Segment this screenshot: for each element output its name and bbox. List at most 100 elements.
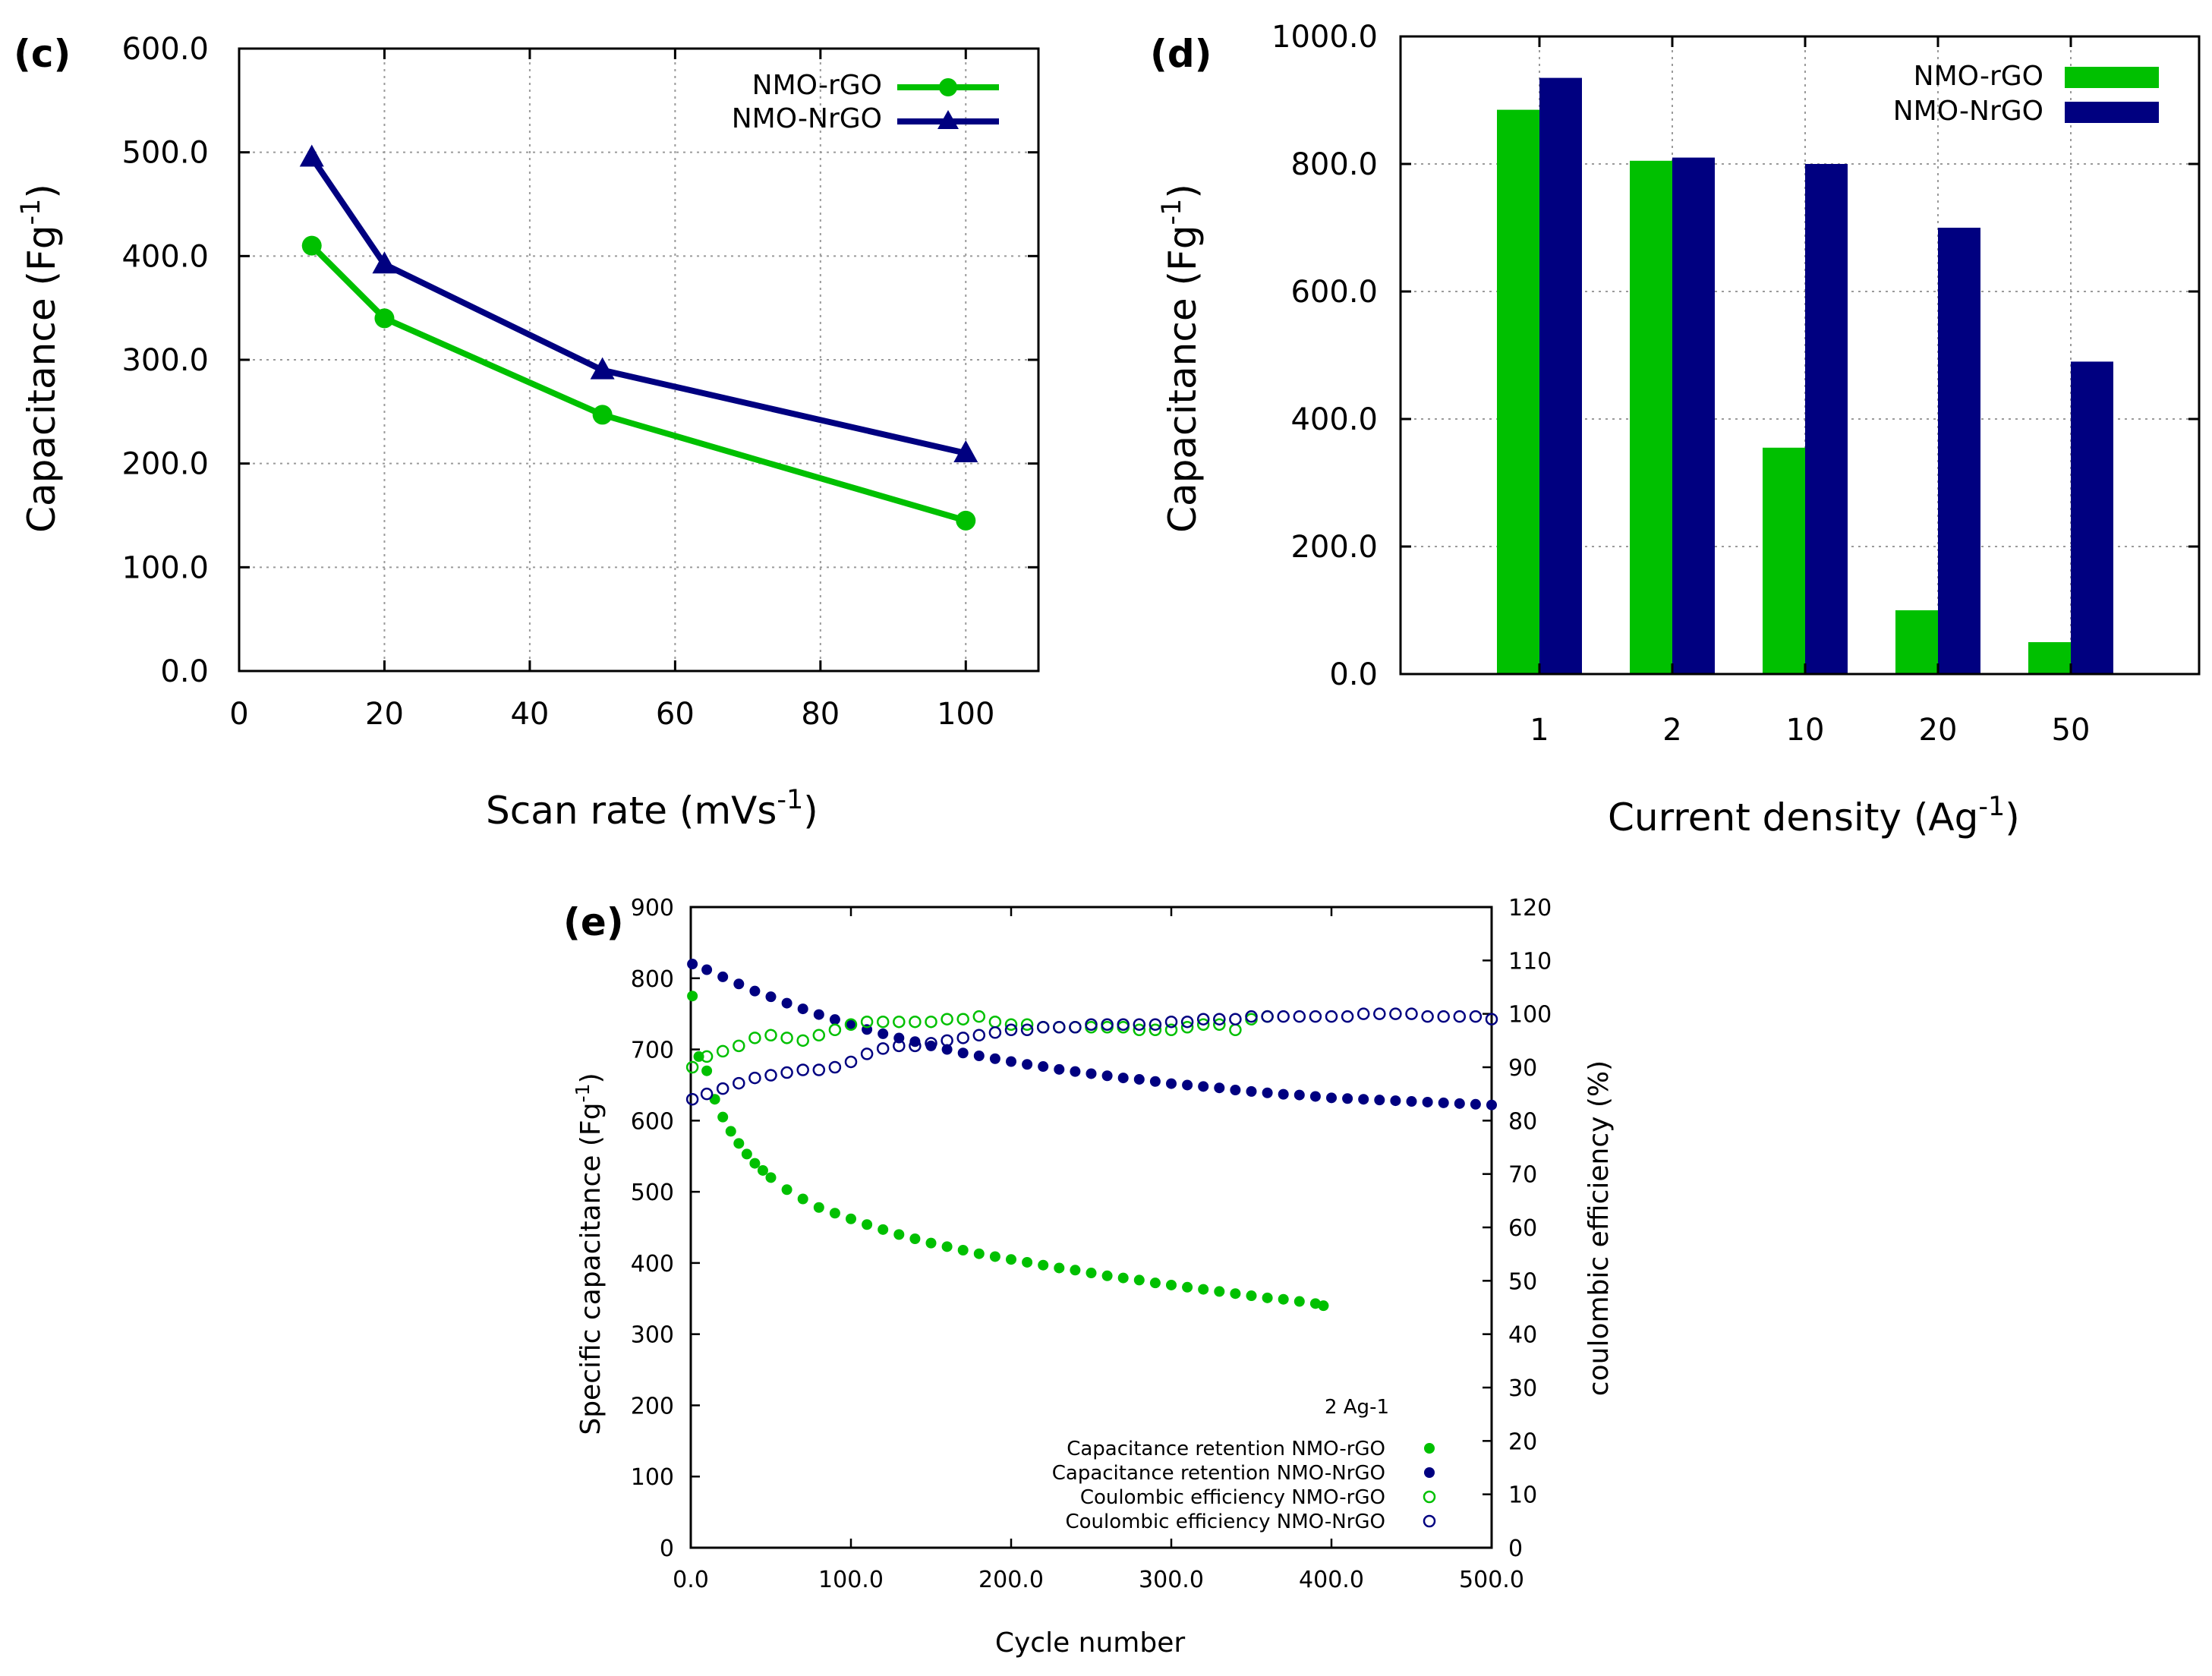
panel-c-legend-label-nmo-nrgo: NMO-NrGO	[732, 103, 882, 134]
panel-e-point-coulombic-efficiency-nmo-nrgo	[1020, 1023, 1034, 1037]
panel-e-point-capacitance-retention-nmo-rgo	[749, 1158, 761, 1169]
panel-e-point-capacitance-retention-nmo-nrgo	[1454, 1098, 1465, 1109]
panel-e-point-capacitance-retention-nmo-rgo	[893, 1229, 905, 1240]
panel-e-point-coulombic-efficiency-nmo-nrgo	[796, 1063, 809, 1076]
panel-e-legend-label-cap-rgo: Capacitance retention NMO-rGO	[1067, 1438, 1385, 1460]
panel-e-legend-label-ce-nrgo: Coulombic efficiency NMO-NrGO	[1065, 1511, 1385, 1533]
panel-e-point-capacitance-retention-nmo-nrgo	[878, 1028, 889, 1039]
panel-e-point-capacitance-retention-nmo-nrgo	[813, 1009, 824, 1020]
panel-e-point-capacitance-retention-nmo-rgo	[909, 1233, 921, 1245]
panel-e-point-coulombic-efficiency-nmo-nrgo	[909, 1039, 922, 1053]
panel-e-point-capacitance-retention-nmo-nrgo	[1309, 1091, 1321, 1102]
panel-e-point-coulombic-efficiency-nmo-rgo	[972, 1010, 986, 1023]
panel-e-point-coulombic-efficiency-nmo-rgo	[1133, 1023, 1146, 1037]
panel-e-point-coulombic-efficiency-nmo-nrgo	[1261, 1010, 1274, 1023]
panel-e-point-coulombic-efficiency-nmo-rgo	[716, 1044, 729, 1058]
panel-e-point-capacitance-retention-nmo-nrgo	[1486, 1099, 1497, 1111]
panel-e-point-coulombic-efficiency-nmo-nrgo	[1277, 1010, 1290, 1023]
panel-e-point-coulombic-efficiency-nmo-nrgo	[1309, 1010, 1322, 1023]
panel-c-y-tick-label: 400.0	[121, 239, 209, 274]
panel-e-point-coulombic-efficiency-nmo-nrgo	[1405, 1007, 1418, 1020]
panel-e-point-capacitance-retention-nmo-nrgo	[1278, 1088, 1289, 1100]
panel-e-point-capacitance-retention-nmo-rgo	[1230, 1288, 1241, 1300]
panel-c-y-axis-title-text: Capacitance (Fg	[20, 225, 64, 533]
panel-d-bar-nmo-rgo	[2028, 642, 2071, 674]
panel-e-point-capacitance-retention-nmo-nrgo	[1390, 1095, 1401, 1107]
panel-e-point-coulombic-efficiency-nmo-nrgo	[1004, 1023, 1018, 1037]
panel-d-plot-frame	[1399, 35, 2201, 676]
panel-e-point-coulombic-efficiency-nmo-rgo	[733, 1039, 745, 1053]
panel-e-point-coulombic-efficiency-nmo-nrgo	[685, 1092, 699, 1106]
panel-e-point-capacitance-retention-nmo-rgo	[941, 1241, 953, 1252]
panel-e-x-tick-label: 0.0	[673, 1567, 709, 1593]
panel-e-point-coulombic-efficiency-nmo-nrgo	[893, 1039, 906, 1053]
panel-d-legend-swatch-nmo-rgo	[2065, 67, 2159, 88]
panel-e-point-coulombic-efficiency-nmo-nrgo	[1053, 1021, 1066, 1034]
panel-e-point-capacitance-retention-nmo-nrgo	[1182, 1079, 1193, 1091]
panel-e-point-capacitance-retention-nmo-nrgo	[1149, 1076, 1161, 1087]
panel-e-y2-ticks: 0 10 20 30 40 50 60 70 80 90 100 110 120	[1483, 895, 1552, 1562]
panel-e-point-coulombic-efficiency-nmo-rgo	[893, 1015, 906, 1029]
panel-e-annotation-current-density: 2 Ag-1	[1325, 1396, 1389, 1419]
panel-e-point-coulombic-efficiency-nmo-nrgo	[1101, 1018, 1114, 1031]
panel-e-y2-tick-label: 10	[1508, 1482, 1537, 1509]
panel-e-point-capacitance-retention-nmo-nrgo	[1374, 1095, 1385, 1106]
panel-d-y-axis-title-text: Capacitance (Fg	[1161, 225, 1205, 533]
panel-e-y2-tick-label: 0	[1508, 1536, 1523, 1562]
panel-c-x-axis-title-superscript: -1	[777, 785, 803, 815]
panel-e-y-axis-title: Specific capacitance (Fg-1)	[572, 1073, 607, 1435]
panel-e-point-capacitance-retention-nmo-rgo	[957, 1245, 969, 1256]
panel-d-x-tick-label: 1	[1530, 713, 1549, 748]
panel-e-point-coulombic-efficiency-nmo-nrgo	[844, 1055, 858, 1069]
panel-e-point-capacitance-retention-nmo-rgo	[973, 1248, 985, 1259]
panel-e-point-coulombic-efficiency-nmo-nrgo	[1213, 1013, 1226, 1025]
panel-e-point-coulombic-efficiency-nmo-nrgo	[1325, 1010, 1338, 1023]
panel-e-point-capacitance-retention-nmo-nrgo	[1293, 1089, 1305, 1101]
panel-c-point-nmo-rgo	[301, 235, 322, 256]
panel-e-point-coulombic-efficiency-nmo-nrgo	[1293, 1010, 1306, 1023]
panel-e-point-capacitance-retention-nmo-nrgo	[909, 1036, 921, 1048]
panel-e-point-capacitance-retention-nmo-rgo	[1022, 1256, 1033, 1268]
panel-e-point-coulombic-efficiency-nmo-rgo	[1149, 1023, 1162, 1037]
panel-e-point-coulombic-efficiency-nmo-rgo	[812, 1029, 826, 1042]
panel-e-point-coulombic-efficiency-nmo-nrgo	[1164, 1015, 1178, 1029]
panel-e-point-coulombic-efficiency-nmo-rgo	[764, 1029, 777, 1042]
panel-e-y2-tick-label: 30	[1508, 1375, 1537, 1402]
panel-e-y2-tick-label: 90	[1508, 1055, 1537, 1082]
panel-e-point-capacitance-retention-nmo-nrgo	[1246, 1085, 1257, 1097]
panel-e-point-capacitance-retention-nmo-nrgo	[1198, 1081, 1209, 1092]
panel-e-y-ticks: 0 100 200 300 400 500 600 700 800 900	[631, 895, 700, 1562]
panel-d-legend: NMO-rGO NMO-NrGO	[1893, 61, 2159, 127]
panel-c-line-nmo-nrgo	[309, 156, 967, 456]
panel-c-x-axis-title: Scan rate (mVs-1)	[486, 785, 818, 833]
panel-e-point-capacitance-retention-nmo-nrgo	[989, 1053, 1000, 1064]
panel-e-point-coulombic-efficiency-nmo-nrgo	[1389, 1007, 1402, 1020]
panel-e-y2-tick-label: 110	[1508, 948, 1552, 975]
panel-e-point-coulombic-efficiency-nmo-nrgo	[988, 1026, 1002, 1039]
panel-d-y-tick-label: 1000.0	[1271, 20, 1378, 55]
panel-e-point-capacitance-retention-nmo-rgo	[1182, 1281, 1193, 1293]
panel-c-grid	[239, 49, 1038, 671]
panel-e-point-capacitance-retention-nmo-rgo	[878, 1224, 889, 1235]
panel-d-legend-label-nmo-rgo: NMO-rGO	[1914, 61, 2043, 92]
panel-c-label: (c)	[14, 32, 71, 76]
panel-c-x-tick-label: 40	[510, 697, 549, 732]
panel-e-y-tick-label: 700	[631, 1038, 674, 1064]
panel-c-legend: NMO-rGO NMO-NrGO	[732, 70, 999, 134]
panel-d-bar-nmo-nrgo	[1805, 164, 1848, 674]
panel-c-y-tick-label: 500.0	[121, 136, 209, 171]
panel-e-point-coulombic-efficiency-nmo-nrgo	[876, 1042, 890, 1055]
panel-d-x-tick-label: 20	[1919, 713, 1958, 748]
panel-e-point-coulombic-efficiency-nmo-rgo	[844, 1018, 858, 1031]
panel-e-y-tick-label: 800	[631, 966, 674, 993]
panel-e-x-tick-label: 300.0	[1139, 1567, 1204, 1593]
panel-e-point-capacitance-retention-nmo-nrgo	[1166, 1078, 1177, 1089]
panel-c-y-tick-label: 200.0	[121, 447, 209, 482]
panel-d-legend-label-nmo-nrgo: NMO-NrGO	[1893, 96, 2043, 127]
panel-e-legend-label-cap-nrgo: Capacitance retention NMO-NrGO	[1052, 1462, 1385, 1485]
panel-e-point-capacitance-retention-nmo-rgo	[829, 1208, 840, 1219]
panel-d-bar-nmo-nrgo	[1672, 157, 1715, 675]
panel-e-point-capacitance-retention-nmo-rgo	[1318, 1300, 1329, 1312]
panel-e-point-coulombic-efficiency-nmo-nrgo	[972, 1029, 986, 1042]
panel-e-point-capacitance-retention-nmo-nrgo	[1133, 1073, 1145, 1085]
